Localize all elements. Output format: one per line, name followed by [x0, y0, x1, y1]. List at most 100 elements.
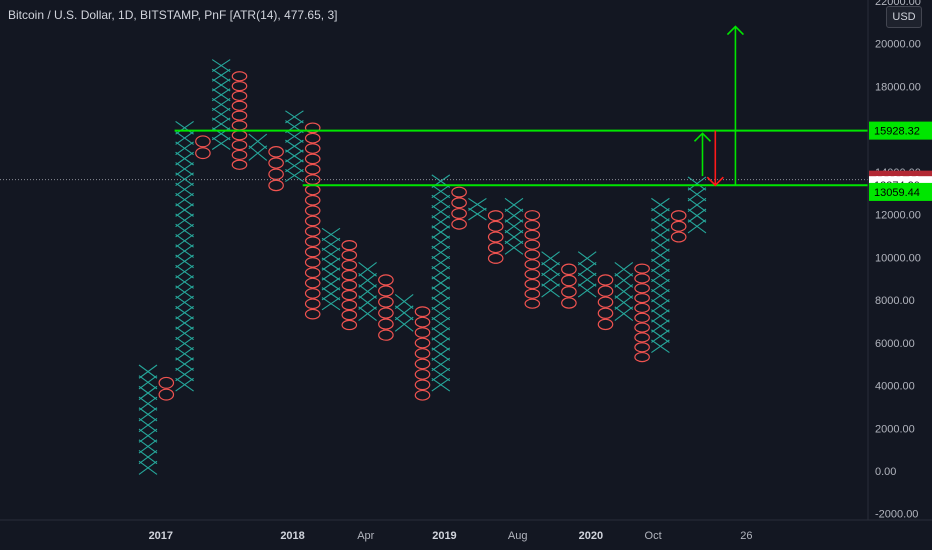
x-box: [651, 238, 670, 252]
x-box: [321, 267, 341, 281]
o-box: [341, 259, 358, 271]
o-box: [487, 210, 504, 222]
o-box: [304, 205, 321, 216]
x-box: [211, 98, 231, 111]
price-badges: 15928.3213633.3613374.2013059.44: [869, 121, 932, 201]
o-box: [378, 274, 394, 286]
x-box: [577, 251, 597, 266]
x-box: [321, 297, 341, 311]
price-tick-label: -2000.00: [875, 509, 918, 521]
badge-bg: [869, 182, 932, 201]
o-box: [634, 273, 650, 284]
price-tick-label: 10000.00: [875, 252, 921, 264]
x-box: [138, 428, 158, 443]
x-column-16: [431, 174, 451, 392]
x-box: [504, 197, 524, 213]
o-box: [231, 90, 248, 102]
x-box: [321, 227, 341, 242]
o-box: [195, 135, 211, 148]
price-tick-label: 22000.00: [875, 0, 921, 8]
arrow-head: [726, 25, 744, 36]
o-box: [414, 327, 431, 338]
o-column-7: [268, 146, 284, 192]
o-box: [414, 316, 431, 328]
x-box: [138, 364, 158, 379]
o-box: [524, 249, 541, 260]
o-box: [561, 263, 577, 276]
x-box: [138, 396, 158, 411]
o-box: [378, 307, 394, 319]
x-box: [431, 225, 451, 239]
x-box: [651, 299, 670, 313]
x-box: [651, 288, 670, 303]
chart-title: Bitcoin / U.S. Dollar, 1D, BITSTAMP, PnF…: [8, 8, 338, 22]
x-box: [175, 141, 194, 156]
x-box: [175, 316, 194, 330]
o-box: [414, 348, 431, 359]
x-box: [211, 59, 231, 73]
x-box: [175, 213, 194, 228]
o-box: [634, 332, 650, 343]
x-box: [211, 78, 231, 92]
o-box: [524, 229, 541, 240]
x-column-4: [211, 59, 231, 150]
price-tick-label: 4000.00: [875, 381, 915, 393]
time-tick-label: Aug: [508, 530, 528, 542]
x-box: [687, 197, 707, 213]
o-box: [451, 218, 467, 230]
x-box: [504, 219, 524, 234]
o-column-25: [597, 274, 614, 331]
x-box: [541, 251, 560, 266]
x-column-8: [285, 110, 304, 182]
x-box: [431, 276, 451, 290]
o-box: [670, 210, 687, 222]
o-box: [524, 298, 541, 309]
o-box: [304, 277, 321, 289]
x-box: [321, 277, 341, 291]
x-box: [175, 203, 194, 217]
x-box: [175, 275, 194, 289]
x-box: [285, 139, 304, 153]
x-box: [651, 228, 670, 242]
x-box: [431, 184, 451, 199]
arrow-head: [706, 176, 724, 187]
o-box: [634, 263, 650, 274]
x-box: [431, 286, 451, 300]
o-column-11: [341, 240, 358, 331]
o-box: [561, 285, 577, 298]
o-box: [414, 358, 431, 370]
o-column-3: [195, 135, 211, 160]
x-box: [175, 326, 194, 341]
o-box: [524, 239, 541, 250]
time-scale[interactable]: 2017 2018 Apr 2019 Aug 2020 Oct 26: [149, 530, 753, 542]
price-tick-label: 0.00: [875, 466, 896, 478]
o-box: [524, 278, 541, 290]
price-tick-label: 6000.00: [875, 338, 915, 350]
o-box: [231, 139, 248, 151]
o-box: [231, 110, 248, 121]
x-box: [175, 244, 194, 258]
o-box: [341, 269, 358, 281]
o-box: [634, 302, 650, 314]
x-box: [431, 235, 451, 249]
o-box: [524, 259, 541, 270]
o-box: [304, 215, 321, 227]
o-box: [561, 297, 577, 309]
currency-button[interactable]: USD: [886, 6, 922, 28]
x-box: [138, 460, 158, 475]
x-box: [138, 450, 158, 465]
x-box: [431, 377, 451, 392]
x-box: [651, 248, 670, 262]
o-box: [487, 220, 504, 232]
o-box: [597, 318, 614, 331]
x-box: [175, 172, 194, 186]
x-box: [614, 306, 634, 322]
price-badge-3: 13059.44: [869, 182, 932, 201]
x-box: [175, 295, 194, 310]
price-badge-0: 15928.32: [869, 121, 932, 140]
x-box: [138, 417, 158, 433]
x-box: [175, 285, 194, 300]
x-box: [651, 339, 670, 353]
o-box: [304, 194, 321, 206]
